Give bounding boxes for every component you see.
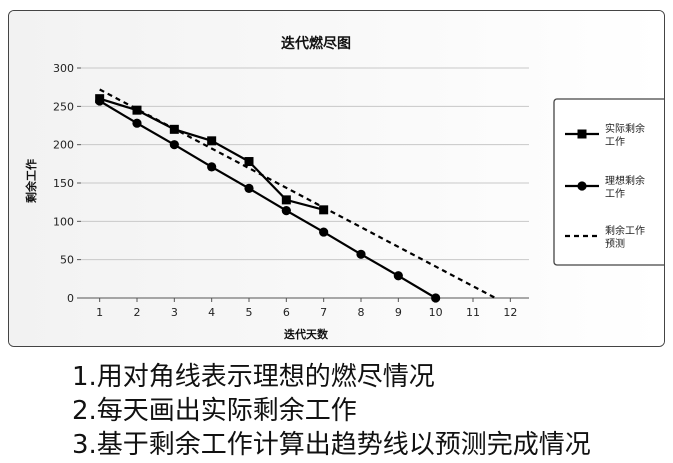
y-tick-label: 50: [60, 254, 74, 267]
data-point: [244, 183, 254, 193]
legend-label: 预测: [605, 237, 625, 250]
y-tick-label: 100: [53, 215, 74, 228]
series: [95, 88, 496, 303]
y-tick-label: 0: [67, 292, 74, 305]
x-tick-label: 8: [358, 306, 365, 319]
x-tick-label: 2: [134, 306, 141, 319]
series-line: [99, 88, 496, 299]
series-line: [99, 100, 437, 299]
x-tick-label: 10: [429, 306, 443, 319]
y-tick-label: 250: [53, 100, 74, 113]
data-point: [281, 206, 291, 216]
data-point: [169, 140, 179, 150]
legend-label: 理想剩余: [605, 174, 645, 187]
notes-list: 1.用对角线表示理想的燃尽情况 2.每天画出实际剩余工作 3.基于剩余工作计算出…: [72, 360, 591, 462]
legend-label: 剩余工作: [605, 224, 645, 237]
data-point: [95, 96, 105, 106]
y-tick-label: 300: [53, 62, 74, 75]
legend-label: 工作: [605, 136, 625, 148]
data-point: [244, 157, 254, 167]
data-point: [207, 162, 217, 172]
data-point: [281, 195, 291, 205]
x-tick-label: 6: [283, 306, 290, 319]
data-point: [393, 271, 403, 281]
x-tick-label: 1: [96, 306, 103, 319]
legend-marker: [577, 181, 587, 191]
x-axis-label: 迭代天数: [284, 327, 329, 341]
chart-title: 迭代燃尽图: [281, 35, 351, 52]
y-tick-label: 150: [53, 177, 74, 190]
x-tick-label: 7: [320, 306, 327, 319]
chart-frame: 迭代燃尽图 剩余工作 迭代天数 0 50 100 150 200 250 300 1 2 3 4 5 6…: [8, 10, 665, 347]
data-point: [319, 227, 329, 237]
note-item: 2.每天画出实际剩余工作: [72, 396, 357, 426]
x-tick-label: 5: [246, 306, 253, 319]
legend-marker: [577, 129, 587, 139]
data-point: [431, 293, 441, 303]
legend-label: 工作: [605, 188, 625, 200]
data-point: [356, 249, 366, 259]
legend-label: 实际剩余: [605, 122, 645, 135]
y-tick-label: 200: [53, 139, 74, 152]
data-point: [319, 205, 329, 215]
legend-box: [553, 98, 664, 266]
x-tick-label: 9: [395, 306, 402, 319]
data-point: [132, 105, 142, 115]
x-tick-label: 4: [208, 306, 215, 319]
y-axis-label: 剩余工作: [24, 159, 38, 203]
x-tick-label: 12: [503, 306, 517, 319]
x-tick-label: 11: [466, 306, 480, 319]
x-tick-label: 3: [171, 306, 178, 319]
data-point: [132, 118, 142, 128]
data-point: [207, 136, 217, 146]
note-item: 3.基于剩余工作计算出趋势线以预测完成情况: [72, 430, 591, 460]
note-item: 1.用对角线表示理想的燃尽情况: [72, 362, 435, 392]
